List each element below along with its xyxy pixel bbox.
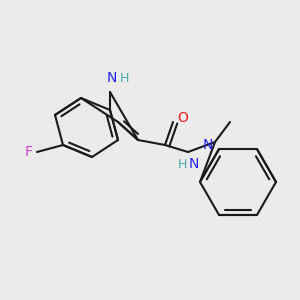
Text: N: N [189, 157, 199, 171]
Text: N: N [107, 71, 117, 85]
Text: N: N [202, 138, 213, 152]
Text: O: O [177, 111, 188, 125]
Text: H: H [119, 71, 129, 85]
Text: H: H [177, 158, 187, 170]
Text: F: F [25, 145, 33, 159]
